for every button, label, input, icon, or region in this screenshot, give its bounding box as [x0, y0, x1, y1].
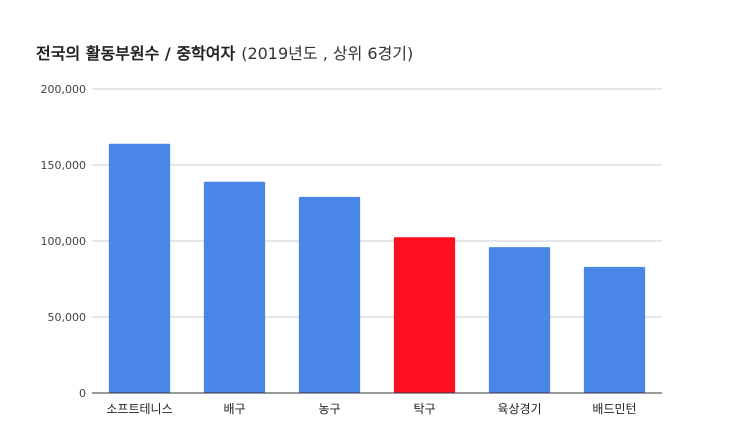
x-category-label: 농구: [318, 402, 340, 416]
bar-4: [393, 237, 456, 393]
bar-1: [108, 143, 171, 393]
y-tick-label: 100,000: [41, 235, 87, 248]
y-tick-label: 150,000: [41, 159, 87, 172]
y-tick-label: 0: [79, 387, 86, 400]
chart-title-block: 전국의 활동부원수 / 중학여자 (2019년도 , 상위 6경기): [36, 43, 413, 65]
chart-subtitle: (2019년도 , 상위 6경기): [241, 44, 414, 63]
bar-3: [298, 196, 361, 393]
x-category-label: 배드민턴: [592, 402, 636, 416]
chart-title: 전국의 활동부원수 / 중학여자: [36, 44, 236, 63]
x-category-label: 소프트테니스: [106, 402, 172, 416]
y-tick-label: 200,000: [41, 83, 87, 96]
x-category-label: 육상경기: [497, 402, 541, 416]
x-category-label: 탁구: [413, 402, 435, 416]
bar-2: [203, 181, 266, 393]
bar-5: [488, 247, 551, 393]
x-category-label: 배구: [223, 402, 245, 416]
y-tick-label: 50,000: [48, 311, 87, 324]
bar-6: [583, 266, 646, 393]
